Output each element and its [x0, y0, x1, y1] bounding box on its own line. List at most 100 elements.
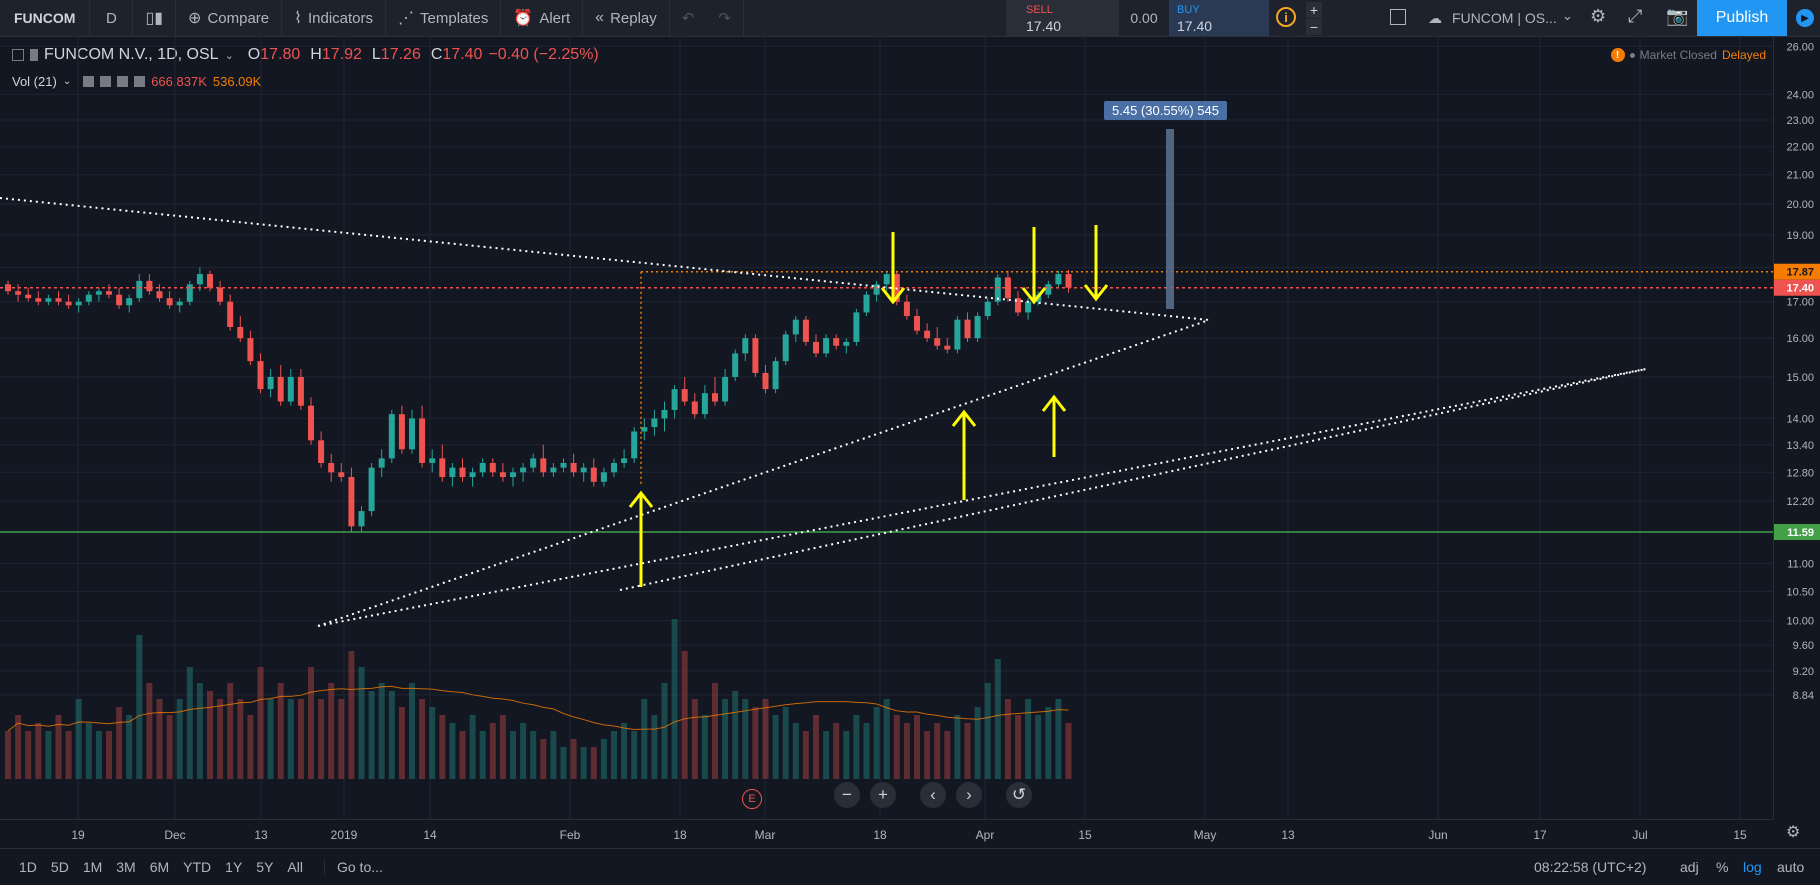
time-tick-label: Apr	[976, 828, 995, 842]
sell-price: 17.40	[1026, 18, 1062, 34]
volume-bar	[954, 715, 961, 779]
minus-icon[interactable]: −	[1306, 19, 1322, 35]
fullscreen-icon[interactable]: ⤢	[1628, 6, 1643, 26]
time-axis[interactable]: 19 Dec 13 2019 14 Feb 18 Mar 18 Apr 15 May 13 Jun 17 Ju…	[0, 819, 1773, 848]
range-5d[interactable]: 5D	[50, 859, 69, 875]
candle-body	[560, 462, 567, 468]
volume-title[interactable]: Vol (21)	[12, 74, 57, 89]
delete-icon[interactable]	[117, 76, 129, 87]
percent-toggle[interactable]: %	[1716, 859, 1729, 875]
range-6m[interactable]: 6M	[149, 859, 170, 875]
settings-icon[interactable]	[100, 76, 112, 87]
resistance-price-tag-box	[1774, 263, 1820, 280]
delayed-label: Delayed	[1721, 48, 1766, 62]
high-value: 17.92	[321, 46, 362, 63]
volume-bar	[45, 731, 52, 779]
zoom-in-button[interactable]: +	[870, 782, 896, 808]
time-tick-label: 17	[1533, 828, 1547, 842]
candle-body	[510, 472, 516, 478]
range-all[interactable]: All	[287, 859, 303, 875]
price-chart[interactable]	[0, 37, 1773, 819]
adj-toggle[interactable]: adj	[1680, 859, 1699, 875]
candle-body	[823, 338, 830, 354]
candle-body	[1004, 277, 1011, 299]
candle-body	[328, 462, 335, 473]
chart-type-button[interactable]: ▯▮	[133, 0, 177, 36]
redo-button[interactable]: ↷	[706, 0, 744, 36]
goto-button[interactable]: Go to...	[323, 859, 395, 875]
log-toggle[interactable]: log	[1743, 859, 1762, 875]
interval-button[interactable]: D	[90, 0, 134, 36]
symbol-search[interactable]: FUNCOM	[0, 0, 91, 36]
price-tick-label: 12.20	[1786, 496, 1814, 508]
plus-icon[interactable]: +	[1306, 2, 1322, 18]
candle-body	[742, 338, 749, 354]
volume-bar	[439, 715, 446, 779]
range-1y[interactable]: 1Y	[225, 859, 243, 875]
camera-icon[interactable]: 📷	[1666, 6, 1689, 26]
axis-settings-icon[interactable]: ⚙	[1786, 824, 1801, 841]
info-icon[interactable]: i	[1276, 7, 1296, 27]
candle-body	[297, 376, 304, 406]
candle-body	[914, 316, 920, 331]
range-3m[interactable]: 3M	[116, 859, 136, 875]
range-1d[interactable]: 1D	[19, 859, 37, 875]
templates-label: Templates	[420, 9, 489, 27]
indicators-button[interactable]: ⌇ Indicators	[282, 0, 387, 36]
auto-toggle[interactable]: auto	[1777, 859, 1805, 875]
clock[interactable]: 08:22:58 (UTC+2)	[1534, 859, 1647, 875]
legend-chevron-icon[interactable]: ⌄	[224, 49, 234, 62]
candle-body	[580, 467, 587, 473]
replay-button[interactable]: « Replay	[583, 0, 670, 36]
scroll-right-button[interactable]: ›	[956, 782, 982, 808]
range-5y[interactable]: 5Y	[256, 859, 274, 875]
layout-name[interactable]: FUNCOM | OS...	[1452, 10, 1557, 26]
buy-button[interactable]: BUY 17.40	[1169, 0, 1269, 36]
eye-icon[interactable]	[83, 76, 95, 87]
volume-bar	[459, 731, 466, 779]
alert-button[interactable]: ⏰ Alert	[501, 0, 584, 36]
volume-bar	[621, 723, 628, 779]
zoom-out-button[interactable]: −	[834, 782, 860, 808]
volume-bar	[398, 707, 405, 779]
candle-body	[398, 414, 405, 450]
chevron-down-icon[interactable]: ⌄	[1562, 8, 1573, 23]
sell-button[interactable]: SELL 17.40	[1007, 0, 1119, 36]
price-tick-label: 12.80	[1786, 467, 1814, 479]
cloud-icon: ☁	[1428, 10, 1442, 26]
undo-button[interactable]: ↶	[681, 10, 695, 27]
warning-icon[interactable]: !	[1610, 48, 1625, 62]
flag-icon	[30, 49, 38, 61]
candle-body	[449, 467, 456, 478]
compare-button[interactable]: ⊕ Compare	[176, 0, 283, 36]
templates-button[interactable]: ⋰ Templates	[386, 0, 502, 36]
candle-body	[701, 393, 708, 415]
volume-bar	[974, 707, 981, 779]
reset-chart-button[interactable]: ↺	[1006, 782, 1032, 808]
range-1m[interactable]: 1M	[82, 859, 103, 875]
collapse-icon[interactable]	[12, 49, 24, 61]
candle-body	[388, 414, 395, 459]
up-arrow-icon	[951, 409, 977, 427]
more-icon[interactable]	[134, 76, 146, 87]
layout-icon[interactable]	[1390, 9, 1406, 25]
measure-label[interactable]: 5.45 (30.55%) 545	[1104, 101, 1227, 120]
candle-body	[661, 409, 668, 419]
publish-button[interactable]: Publish	[1697, 0, 1787, 36]
price-tick-label: 14.00	[1786, 413, 1814, 425]
candle-body	[1065, 274, 1072, 288]
time-tick-label: 13	[1281, 828, 1295, 842]
scroll-left-button[interactable]: ‹	[920, 782, 946, 808]
price-tick-label: 26.00	[1786, 41, 1814, 53]
candle-body	[883, 274, 890, 285]
open-label: O	[247, 46, 261, 63]
volume-chevron-icon[interactable]: ⌄	[62, 76, 72, 87]
volume-bar	[95, 731, 102, 779]
gear-icon[interactable]: ⚙	[1590, 6, 1607, 26]
range-ytd[interactable]: YTD	[183, 859, 212, 875]
price-axis[interactable]: 26.0024.0023.0022.0021.0020.0019.0018.00…	[1773, 37, 1820, 819]
volume-bar	[893, 715, 900, 779]
time-tick-label: Jul	[1632, 828, 1647, 842]
earnings-icon[interactable]: E	[742, 789, 762, 809]
toggle-panel-button[interactable]: ▶	[1790, 0, 1820, 36]
